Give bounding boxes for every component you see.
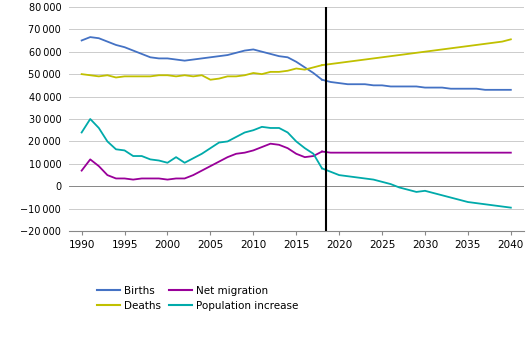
Legend: Births, Deaths, Net migration, Population increase: Births, Deaths, Net migration, Populatio… — [97, 286, 298, 311]
